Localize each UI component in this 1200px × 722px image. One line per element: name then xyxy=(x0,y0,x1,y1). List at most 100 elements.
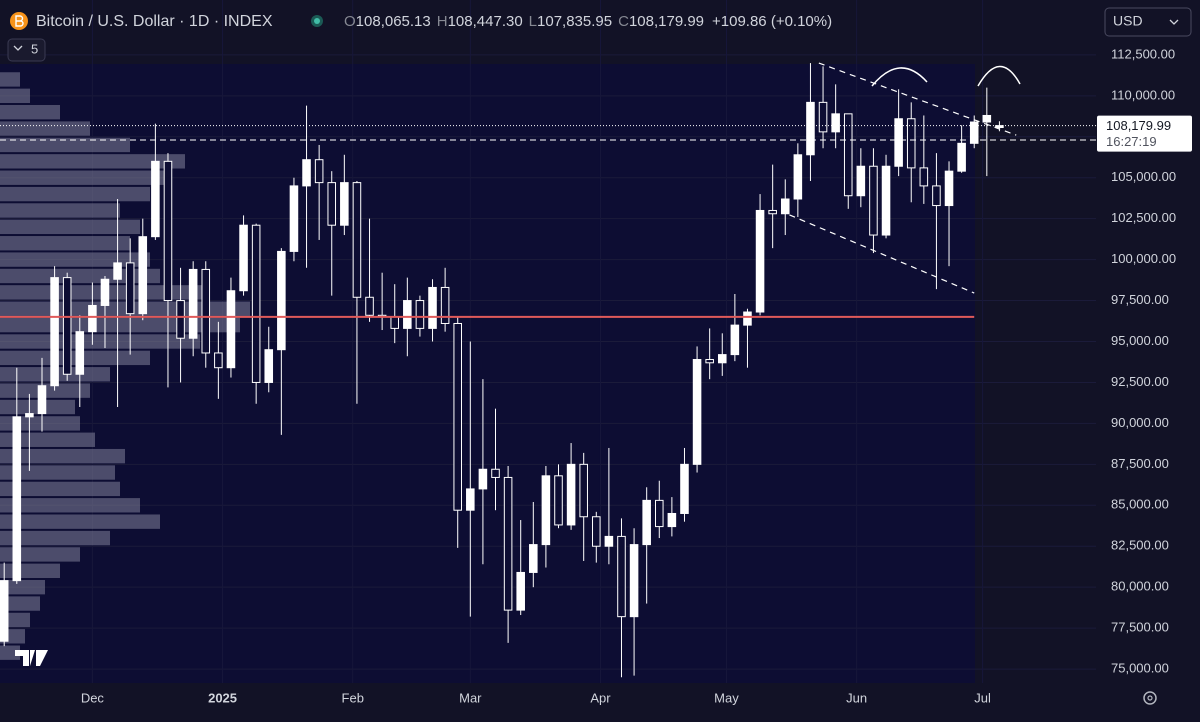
profile-bar xyxy=(0,432,95,447)
ohlc-key: H xyxy=(437,13,448,30)
x-tick-label: 2025 xyxy=(208,690,237,705)
highlight-region xyxy=(0,64,975,683)
y-tick-label: 75,000.00 xyxy=(1111,661,1169,676)
ohlc-key: C xyxy=(618,13,629,30)
profile-bar xyxy=(0,121,90,136)
candle-body xyxy=(251,224,261,383)
candle-body xyxy=(529,544,538,573)
y-tick-label: 82,500.00 xyxy=(1111,538,1169,553)
candle-body xyxy=(793,154,803,200)
candle-body xyxy=(717,354,727,364)
y-tick-label: 90,000.00 xyxy=(1111,415,1169,430)
candle-body xyxy=(768,209,777,215)
status-dot-core xyxy=(314,18,320,24)
candle-body xyxy=(176,300,185,339)
currency-label[interactable]: USD xyxy=(1113,13,1143,29)
candle-body xyxy=(264,349,274,383)
x-tick-label: Mar xyxy=(459,690,482,705)
candle-body xyxy=(566,463,576,526)
x-tick-label: Jul xyxy=(974,690,991,705)
candle-body xyxy=(125,262,135,315)
candle-body xyxy=(642,499,651,546)
candle-body xyxy=(906,118,916,169)
indicator-count[interactable]: 5 xyxy=(31,41,38,56)
candle-body xyxy=(755,209,765,313)
y-tick-label: 85,000.00 xyxy=(1111,497,1169,512)
profile-bar xyxy=(0,547,80,562)
symbol-title: Bitcoin / U.S. Dollar · 1D · INDEX xyxy=(36,13,273,30)
candle-body xyxy=(314,159,324,184)
candle-body xyxy=(88,304,97,333)
y-tick-label: 80,000.00 xyxy=(1111,579,1169,594)
profile-bar xyxy=(0,579,45,595)
candle-body xyxy=(957,142,966,172)
candle-body xyxy=(390,316,400,329)
candle-body xyxy=(692,359,702,465)
chevron-icon xyxy=(13,45,23,51)
candle-body xyxy=(592,516,601,547)
price-axis-panel xyxy=(1096,0,1200,717)
tradingview-logo[interactable] xyxy=(15,650,48,666)
candle-body xyxy=(818,101,828,133)
indicator-toggle[interactable] xyxy=(7,38,46,62)
grid xyxy=(0,0,1096,683)
candle-body xyxy=(50,277,59,387)
candle-body xyxy=(944,170,954,207)
candle-body xyxy=(37,385,47,415)
candle-body xyxy=(604,535,614,547)
y-tick-label: 110,000.00 xyxy=(1111,87,1175,102)
last-price-box xyxy=(1097,115,1192,152)
bitcoin-glyph xyxy=(15,15,24,27)
x-tick-label: Jun xyxy=(846,690,867,705)
profile-bar xyxy=(0,350,150,366)
y-tick-label: 92,500.00 xyxy=(1111,374,1169,389)
candle-body xyxy=(0,580,9,642)
candle-body xyxy=(856,165,866,197)
ohlc-value: 108,447.30 xyxy=(448,13,523,30)
candle-body xyxy=(428,286,437,329)
y-tick-label: 100,000.00 xyxy=(1111,251,1176,266)
candle-body xyxy=(516,571,525,611)
y-tick-label: 95,000.00 xyxy=(1111,333,1169,348)
hand-arc xyxy=(977,65,1021,87)
profile-bar xyxy=(0,252,150,267)
candle-body xyxy=(881,165,891,236)
candle-body xyxy=(541,475,551,546)
candle-body xyxy=(151,160,160,238)
candle-body xyxy=(415,300,425,329)
countdown-label: 16:27:19 xyxy=(1106,134,1157,149)
candle-body xyxy=(440,286,450,324)
candle-body xyxy=(365,296,374,316)
candle-body xyxy=(969,121,979,144)
currency-select[interactable] xyxy=(1104,7,1192,37)
profile-bar xyxy=(0,481,120,497)
profile-bar xyxy=(0,268,160,284)
candles xyxy=(0,63,1004,678)
profile-bar xyxy=(0,498,140,513)
profile-bar xyxy=(0,514,160,529)
logo-shape xyxy=(15,650,48,666)
candle-body xyxy=(894,118,903,167)
x-tick-label: Apr xyxy=(590,690,611,705)
profile-bar xyxy=(0,186,150,202)
candle-body xyxy=(214,352,223,369)
candle-body xyxy=(113,262,122,280)
settings-icon[interactable] xyxy=(1143,691,1157,705)
candle-body xyxy=(806,101,815,156)
last-price-label: 108,179.99 xyxy=(1106,118,1171,133)
candle-body xyxy=(62,277,72,375)
candle-body xyxy=(277,250,286,351)
profile-bar xyxy=(0,219,140,235)
candle-body xyxy=(75,331,85,375)
candle-body xyxy=(403,300,412,329)
y-tick-label: 87,500.00 xyxy=(1111,456,1169,471)
y-tick-label: 112,500.00 xyxy=(1111,46,1175,61)
x-tick-label: Feb xyxy=(342,690,364,705)
candle-body xyxy=(554,475,563,526)
candle-body xyxy=(226,290,236,369)
candle-body xyxy=(466,488,475,511)
candle-body xyxy=(327,182,337,226)
candle-body xyxy=(453,322,462,511)
candle-body xyxy=(201,268,211,354)
candle-body xyxy=(138,236,148,315)
